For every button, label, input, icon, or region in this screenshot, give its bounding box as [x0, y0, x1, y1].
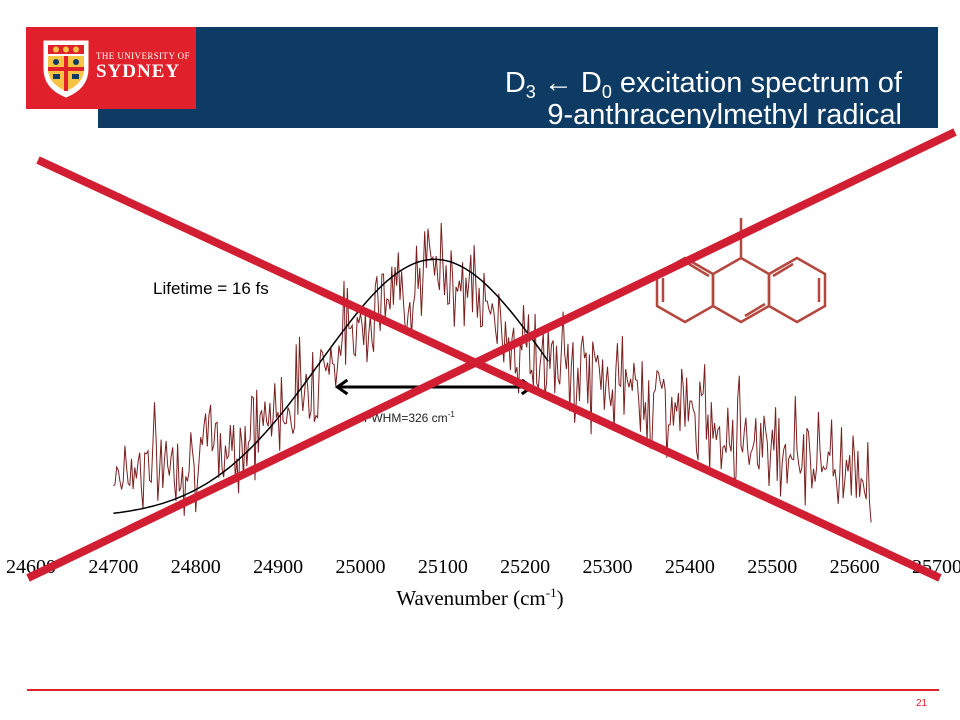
title-arrow: ← D: [535, 67, 602, 99]
logo-line2: SYDNEY: [96, 61, 181, 82]
x-tick-label: 25000: [335, 556, 385, 578]
x-axis-label: Wavenumber (cm-1): [396, 585, 563, 610]
double-bond-middle-bottom: [744, 302, 766, 318]
page-number: 21: [916, 698, 928, 709]
fit-curve-line: [113, 258, 549, 515]
fwhm-label-main: FWHM=326 cm: [364, 411, 448, 425]
title-sub-0: 0: [601, 82, 612, 102]
fwhm-label: FWHM=326 cm-1: [364, 410, 455, 425]
title-d: D: [504, 67, 526, 99]
cross-line-2: [26, 128, 957, 582]
x-tick-label: 24800: [171, 556, 221, 578]
x-axis: 24600 24700 24800 24900 25000 25100 25200 25300…: [6, 556, 960, 578]
slide-title: D3 ← D0 excitation spectrum of 9-anthrac…: [505, 67, 902, 131]
x-tick-label: 25500: [747, 556, 797, 578]
x-axis-label-sup: -1: [546, 585, 557, 600]
footer-rule: [27, 689, 939, 691]
experimental-spectrum-line: [113, 222, 872, 523]
x-tick-label: 25400: [665, 556, 715, 578]
title-sub-3: 3: [525, 82, 536, 102]
fwhm-label-sup: -1: [448, 410, 456, 419]
ring-middle: [711, 256, 771, 324]
x-axis-label-end: ): [557, 586, 564, 610]
x-axis-label-main: Wavenumber (cm: [396, 586, 545, 610]
x-tick-label: 25100: [418, 556, 468, 578]
crest-icon: [43, 40, 89, 98]
double-bond-right-top: [772, 262, 794, 278]
title-rest: excitation spectrum of: [611, 67, 902, 99]
x-tick-label: 25200: [500, 556, 550, 578]
logo-wordmark: THE UNIVERSITY OF SYDNEY: [96, 51, 190, 82]
lifetime-label: Lifetime = 16 fs: [153, 279, 269, 298]
x-tick-label: 24700: [88, 556, 138, 578]
x-tick-label: 24900: [253, 556, 303, 578]
fwhm-arrow-head-left: [334, 378, 349, 396]
university-logo: [26, 27, 196, 109]
slide-title-line1: D3 ← D0 excitation spectrum of: [504, 67, 902, 102]
title-bar: D3 ← D0 excitation spectrum of 9-anthrac…: [98, 27, 938, 131]
experimental-spectrum: [113, 222, 872, 523]
x-tick-label: 25300: [583, 556, 633, 578]
slide-title-line2: 9-anthracenylmethyl radical: [547, 99, 902, 131]
ring-right: [767, 256, 827, 324]
x-tick-label: 25600: [830, 556, 880, 578]
double-bond-left-top: [688, 262, 710, 278]
cross-line-1: [36, 156, 942, 582]
fit-curve: [113, 258, 549, 515]
logo-line1: THE UNIVERSITY OF: [96, 51, 190, 61]
cross-out-mark: [26, 128, 957, 582]
